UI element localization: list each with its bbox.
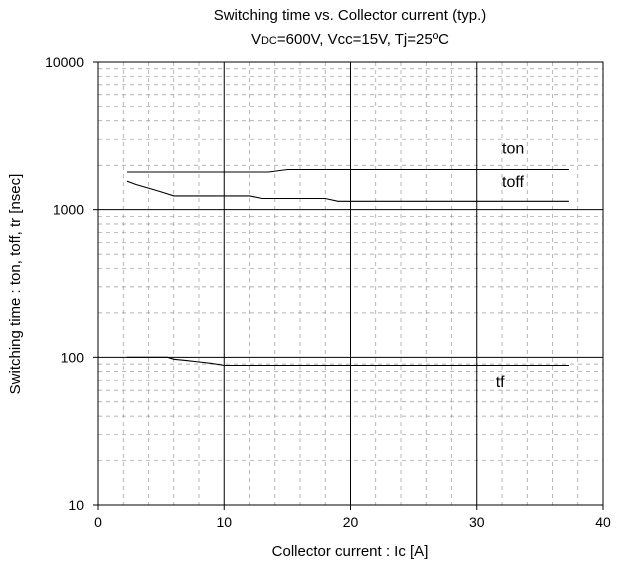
- label-layer: ton toff tf: [496, 141, 525, 391]
- chart-title: Switching time vs. Collector current (ty…: [214, 7, 487, 24]
- grid-layer: [98, 62, 603, 505]
- series-label-tf: tf: [496, 374, 505, 391]
- y-axis-title: Switching time : ton, toff, tr [nsec]: [7, 174, 24, 395]
- y-tick-label: 100: [61, 349, 85, 365]
- x-tick-label: 10: [216, 514, 232, 530]
- x-tick-label: 40: [595, 514, 611, 530]
- y-tick-label: 1000: [53, 202, 84, 218]
- series-label-ton: ton: [502, 141, 524, 158]
- subtitle-text: =600V, Vcc=15V, Tj=25ºC: [277, 31, 449, 48]
- series-label-toff: toff: [502, 174, 525, 191]
- x-tick-label: 0: [94, 514, 102, 530]
- series-line-tf: [127, 356, 569, 367]
- y-tick-label: 10: [68, 497, 84, 513]
- series-layer: [126, 168, 569, 367]
- y-tick-label: 10000: [45, 54, 84, 70]
- tick-layer: 0 10 20 30 40 10 100 1000 10000: [45, 54, 611, 530]
- subtitle-text: V: [251, 31, 261, 48]
- chart-subtitle: VDC=600V, Vcc=15V, Tj=25ºC: [251, 31, 449, 48]
- series-line-ton: [127, 168, 569, 173]
- x-tick-label: 20: [343, 514, 359, 530]
- x-axis-title: Collector current : Ic [A]: [272, 543, 429, 560]
- subtitle-subscript: DC: [261, 35, 277, 47]
- series-line-toff: [126, 180, 569, 202]
- x-tick-label: 30: [469, 514, 485, 530]
